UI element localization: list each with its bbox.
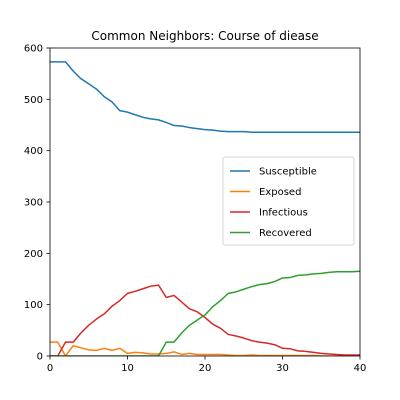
- y-tick-label: 100: [24, 300, 43, 311]
- x-tick-label: 30: [276, 363, 289, 374]
- legend-label-recovered: Recovered: [259, 228, 312, 239]
- series-line-susceptible: [50, 61, 360, 133]
- legend-box: [222, 156, 355, 246]
- x-tick-label: 40: [354, 363, 367, 374]
- legend-label-infectious: Infectious: [259, 208, 308, 219]
- series-line-recovered: [50, 270, 360, 356]
- chart-title: Common Neighbors: Course of diease: [91, 29, 318, 43]
- plot-area: [50, 61, 360, 356]
- x-tick-label: 20: [199, 363, 212, 374]
- y-tick-label: 200: [24, 249, 43, 260]
- legend-label-susceptible: Susceptible: [259, 167, 317, 178]
- series-line-infectious: [50, 284, 360, 356]
- legend: Susceptible Exposed Infectious Recovered: [222, 156, 355, 246]
- y-tick-label: 400: [24, 146, 43, 157]
- series-line-exposed: [50, 341, 360, 356]
- y-tick-label: 300: [24, 198, 43, 209]
- y-tick-label: 500: [24, 95, 43, 106]
- x-tick-label: 0: [47, 363, 53, 374]
- x-tick-label: 10: [121, 363, 134, 374]
- y-tick-label: 0: [37, 352, 43, 363]
- y-tick-label: 600: [24, 44, 43, 55]
- legend-label-exposed: Exposed: [259, 187, 301, 198]
